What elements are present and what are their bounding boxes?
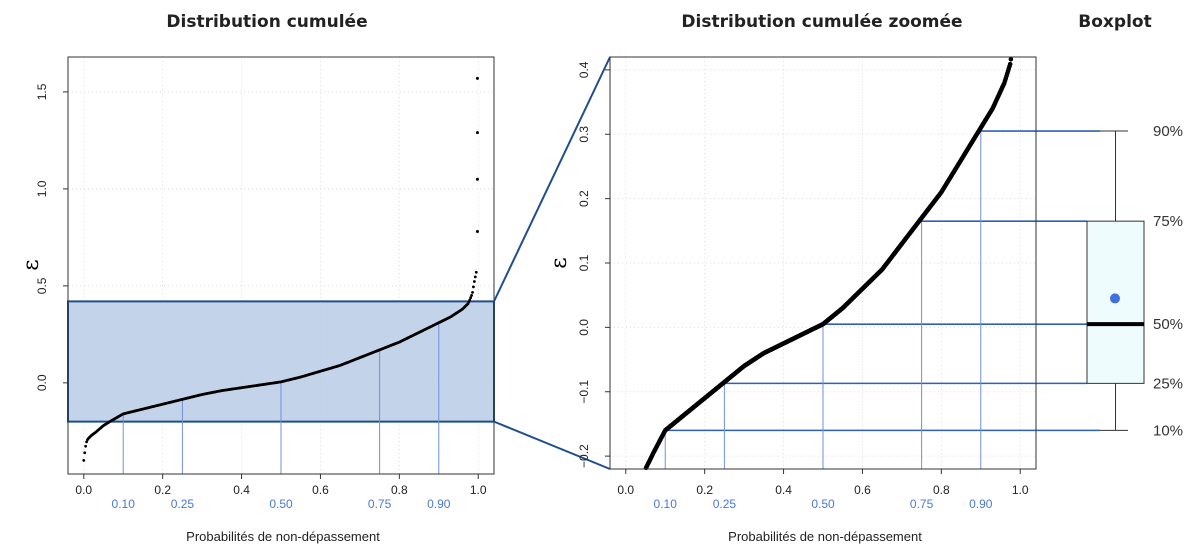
left-probability-tick-label: 0.25 [171, 497, 195, 511]
right-x-tick-label: 0.6 [854, 483, 871, 497]
boxplot: 10% 25% 50% 75% 90% [1086, 123, 1183, 439]
right-y-axis-label: ε [547, 257, 572, 268]
right-probability-tick-label: 0.25 [713, 497, 737, 511]
left-data-point [472, 280, 476, 283]
left-x-tick-label: 0.8 [391, 483, 408, 497]
right-y-ticks: −0.2 −0.1 0.0 0.1 0.2 0.3 0.4 [577, 61, 610, 468]
right-probability-tick-label: 0.75 [910, 497, 934, 511]
right-probability-ticks: 0.10 0.25 0.50 0.75 0.90 [654, 497, 993, 511]
right-data-point [1007, 61, 1013, 67]
left-outlier-point [475, 131, 479, 135]
right-cumulative-points [643, 56, 1014, 471]
left-y-ticks: 0.0 0.5 1.0 1.5 [35, 83, 68, 391]
left-data-point [85, 440, 88, 444]
left-y-tick-label: 0.0 [35, 374, 49, 391]
right-chart-title: Distribution cumulée zoomée [681, 12, 962, 32]
left-data-point [468, 298, 472, 302]
right-probability-tick-label: 0.50 [811, 497, 835, 511]
right-y-tick-label: −0.2 [577, 444, 591, 468]
left-outlier-point [475, 76, 479, 80]
right-y-tick-label: 0.4 [577, 61, 591, 78]
left-quantile-guides [122, 322, 440, 474]
right-y-tick-label: 0.1 [577, 254, 591, 271]
left-outlier-point [475, 230, 479, 234]
right-x-tick-label: 0.0 [617, 483, 634, 497]
right-x-tick-label: 0.4 [775, 483, 792, 497]
boxplot-percent-label: 25% [1153, 375, 1183, 392]
right-y-tick-label: 0.0 [577, 319, 591, 336]
boxplot-percent-label: 10% [1153, 422, 1183, 439]
left-data-point [474, 270, 478, 274]
left-outlier-point [475, 177, 479, 181]
right-y-tick-label: 0.2 [577, 190, 591, 207]
boxplot-mean-point [1110, 293, 1120, 304]
left-chart-title: Distribution cumulée [166, 12, 367, 32]
right-y-tick-label: −0.1 [577, 380, 591, 404]
right-data-point [1008, 56, 1014, 62]
left-x-tick-label: 0.2 [154, 483, 171, 497]
left-data-point [82, 459, 86, 462]
left-y-tick-label: 1.0 [35, 180, 49, 197]
right-x-tick-label: 1.0 [1012, 483, 1029, 497]
left-x-tick-label: 1.0 [470, 483, 487, 497]
boxplot-title: Boxplot [1078, 12, 1151, 32]
zoom-connector-bottom [493, 420, 611, 470]
right-probability-tick-label: 0.10 [654, 497, 678, 511]
left-x-tick-label: 0.6 [312, 483, 329, 497]
right-probability-tick-label: 0.90 [969, 497, 993, 511]
right-y-tick-label: 0.3 [577, 126, 591, 143]
left-data-point [84, 444, 88, 448]
right-quantile-guides [664, 130, 1100, 469]
left-data-point [472, 285, 475, 289]
left-x-tick-label: 0.0 [75, 483, 92, 497]
left-cumulative-points [82, 76, 479, 462]
left-data-point [471, 291, 474, 294]
left-x-ticks: 0.0 0.2 0.4 0.6 0.8 1.0 [75, 474, 487, 497]
left-y-tick-label: 1.5 [35, 83, 49, 100]
left-probability-tick-label: 0.90 [427, 497, 451, 511]
left-x-tick-label: 0.4 [233, 483, 250, 497]
left-data-point [470, 294, 473, 297]
left-data-point [469, 296, 473, 300]
left-y-axis-label: ε [19, 259, 44, 270]
zoom-connector-lines [493, 56, 611, 470]
left-data-point [467, 300, 471, 304]
boxplot-percent-label: 75% [1153, 213, 1183, 230]
zoom-connector-top [493, 56, 611, 302]
right-x-tick-label: 0.8 [933, 483, 950, 497]
left-data-point [83, 451, 87, 455]
right-x-tick-label: 0.2 [696, 483, 713, 497]
left-probability-ticks: 0.10 0.25 0.50 0.75 0.90 [112, 497, 451, 511]
boxplot-percent-label: 50% [1153, 316, 1183, 333]
left-data-point [473, 275, 477, 279]
left-x-axis-label: Probabilités de non-dépassement [186, 529, 380, 544]
right-x-axis-label: Probabilités de non-dépassement [728, 529, 922, 544]
left-probability-tick-label: 0.75 [368, 497, 392, 511]
left-probability-tick-label: 0.50 [269, 497, 293, 511]
right-x-ticks: 0.0 0.2 0.4 0.6 0.8 1.0 [617, 469, 1029, 497]
left-y-tick-label: 0.5 [35, 277, 49, 294]
left-plot-frame [67, 56, 495, 475]
left-probability-tick-label: 0.10 [112, 497, 136, 511]
boxplot-percent-label: 90% [1153, 123, 1183, 140]
